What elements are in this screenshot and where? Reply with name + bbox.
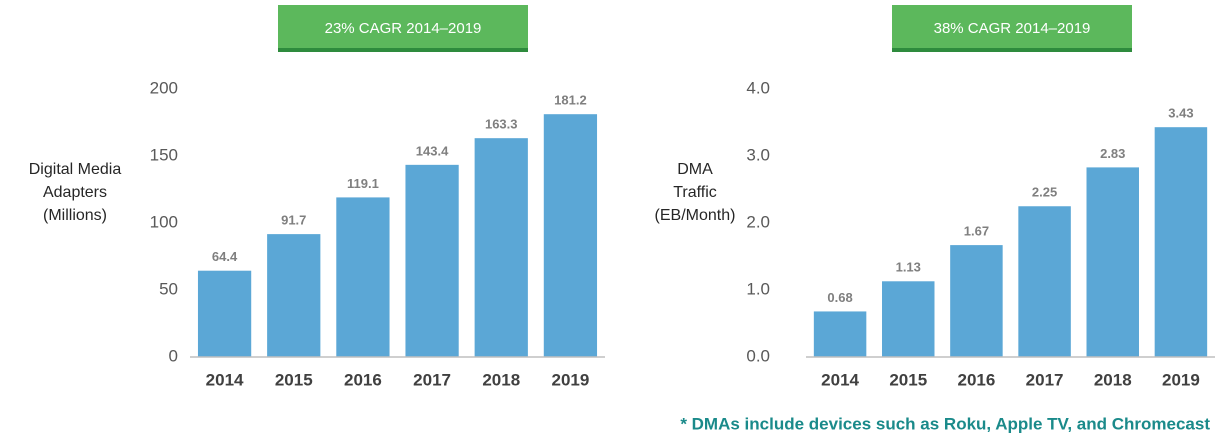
annotation-box bbox=[278, 5, 528, 51]
y-tick-label: 2.0 bbox=[746, 212, 770, 231]
x-tick-label: 2019 bbox=[552, 370, 590, 389]
bar bbox=[950, 245, 1003, 357]
data-label: 181.2 bbox=[554, 93, 587, 108]
bar bbox=[1154, 127, 1208, 357]
bar bbox=[336, 197, 390, 357]
data-label: 1.13 bbox=[896, 260, 921, 275]
y-axis-label: Traffic bbox=[673, 184, 717, 201]
annotation-stripe bbox=[278, 48, 528, 52]
bar bbox=[267, 234, 321, 357]
footnote: * DMAs include devices such as Roku, App… bbox=[680, 414, 1210, 433]
data-label: 2.25 bbox=[1032, 185, 1057, 200]
y-axis-label: Digital Media bbox=[29, 161, 122, 178]
y-tick-label: 1.0 bbox=[746, 279, 770, 298]
bar bbox=[1086, 167, 1139, 357]
y-axis-label: Adapters bbox=[43, 184, 107, 201]
x-tick-label: 2016 bbox=[344, 370, 382, 389]
data-label: 163.3 bbox=[485, 117, 518, 132]
x-tick-label: 2019 bbox=[1162, 370, 1200, 389]
x-tick-label: 2016 bbox=[958, 370, 996, 389]
data-label: 91.7 bbox=[281, 213, 306, 228]
y-axis-label: DMA bbox=[677, 161, 713, 178]
y-axis-label: (EB/Month) bbox=[655, 207, 736, 224]
y-tick-label: 0 bbox=[169, 346, 178, 365]
annotation-stripe bbox=[892, 48, 1132, 52]
bar bbox=[1018, 206, 1071, 357]
x-tick-label: 2014 bbox=[821, 370, 859, 389]
x-tick-label: 2017 bbox=[1026, 370, 1064, 389]
y-tick-label: 4.0 bbox=[746, 78, 770, 97]
annotation: 23% CAGR 2014–2019 bbox=[325, 20, 482, 37]
bar bbox=[813, 311, 867, 357]
data-label: 119.1 bbox=[347, 176, 379, 191]
bar bbox=[543, 114, 598, 357]
y-tick-label: 50 bbox=[159, 279, 178, 298]
x-tick-label: 2015 bbox=[889, 370, 927, 389]
x-tick-label: 2014 bbox=[206, 370, 244, 389]
x-tick-label: 2018 bbox=[1094, 370, 1132, 389]
data-label: 0.68 bbox=[827, 290, 852, 305]
data-label: 2.83 bbox=[1100, 146, 1125, 161]
annotation: 38% CAGR 2014–2019 bbox=[934, 20, 1091, 37]
data-label: 1.67 bbox=[964, 224, 989, 239]
y-tick-label: 0.0 bbox=[746, 346, 770, 365]
data-label: 3.43 bbox=[1168, 106, 1193, 121]
y-axis-label: (Millions) bbox=[43, 207, 107, 224]
data-label: 143.4 bbox=[416, 143, 449, 158]
y-tick-label: 200 bbox=[150, 78, 178, 97]
bar bbox=[882, 281, 935, 357]
annotation-box bbox=[892, 5, 1132, 51]
x-tick-label: 2017 bbox=[413, 370, 451, 389]
data-label: 64.4 bbox=[212, 249, 238, 264]
x-tick-label: 2018 bbox=[482, 370, 520, 389]
y-tick-label: 3.0 bbox=[746, 145, 770, 164]
y-tick-label: 150 bbox=[150, 145, 178, 164]
bar bbox=[474, 138, 528, 357]
y-tick-label: 100 bbox=[150, 212, 178, 231]
bar bbox=[197, 270, 252, 357]
x-tick-label: 2015 bbox=[275, 370, 313, 389]
bar bbox=[405, 164, 459, 357]
